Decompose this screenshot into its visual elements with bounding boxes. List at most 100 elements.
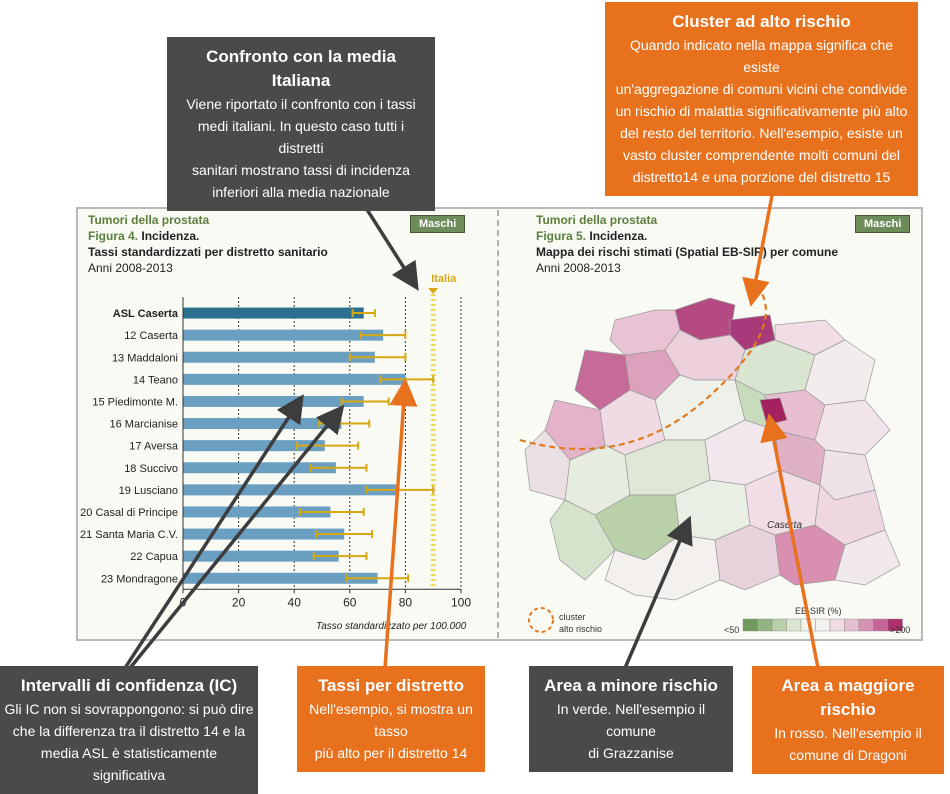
callout-line: sanitari mostrano tassi di incidenza	[192, 162, 410, 178]
bar	[183, 528, 345, 540]
left-sex-tag: Maschi	[410, 215, 466, 233]
right-years: Anni 2008-2013	[536, 261, 621, 275]
callout-line: che la differenza tra il distretto 14 e …	[12, 723, 246, 739]
map-region	[834, 529, 901, 586]
left-years: Anni 2008-2013	[88, 261, 173, 275]
left-figure-header: Tumori della prostata Figura 4. Incidenz…	[88, 212, 328, 276]
right-figure-label: Figura 5.	[536, 229, 587, 243]
chart-ci	[295, 309, 435, 583]
callout-line: Quando indicato nella mappa significa ch…	[629, 37, 894, 75]
legend-scale-title: EB-SIR (%)	[795, 606, 842, 616]
x-tick-label: 100	[451, 595, 471, 609]
bar-chart: Italia ASL Caserta 12 Caserta 13 Maddaloni…	[80, 273, 471, 609]
callout-intervalli: Intervalli di confidenza (IC) Gli IC non…	[0, 666, 258, 794]
category-label: 13 Maddaloni	[112, 352, 178, 364]
cluster-legend-icon	[528, 607, 554, 633]
callout-tassi: Tassi per distretto Nell'esempio, si mos…	[297, 666, 485, 772]
bar	[183, 462, 336, 474]
callout-line: di Grazzanise	[588, 745, 674, 761]
arrow-tassi	[383, 378, 418, 669]
left-topic: Tumori della prostata	[88, 213, 210, 227]
reference-marker	[428, 288, 439, 294]
bar	[183, 373, 406, 385]
callout-line: un'aggregazione di comuni vicini che con…	[615, 81, 908, 97]
chart-bars	[183, 307, 406, 584]
category-label: 22 Capua	[130, 551, 179, 563]
bar	[183, 484, 398, 496]
callout-media-italiana: Confronto con la media Italiana Viene ri…	[167, 37, 435, 211]
callout-tassi-title: Tassi per distretto	[317, 676, 465, 695]
right-figure-kind: Incidenza.	[589, 229, 648, 243]
bar	[183, 395, 364, 407]
arrow-ic-2	[128, 404, 345, 670]
map-region	[524, 429, 571, 501]
category-label: 16 Marcianise	[110, 419, 178, 431]
left-figure-kind: Incidenza.	[141, 229, 200, 243]
callout-line: più alto per il distretto 14	[314, 745, 468, 761]
bar	[183, 329, 384, 341]
arrow-minore	[623, 515, 693, 669]
x-tick-label: 40	[288, 595, 302, 609]
panel-divider	[497, 210, 499, 638]
category-label: 21 Santa Maria C.V.	[80, 529, 178, 541]
risk-map: Caserta	[519, 289, 901, 601]
x-axis-label: Tasso standardizzato per 100.000	[316, 621, 467, 632]
category-label: 23 Mondragone	[101, 573, 178, 585]
callout-line: vasto cluster comprendente molti comuni …	[622, 147, 901, 163]
callout-minore: Area a minore rischio In verde. Nell'ese…	[529, 666, 733, 772]
callout-line: medi italiani. In questo caso tutti i di…	[197, 118, 405, 156]
category-label: 20 Casal di Principe	[80, 507, 178, 519]
color-scale	[742, 618, 903, 632]
right-topic: Tumori della prostata	[536, 213, 658, 227]
map-legend	[528, 607, 903, 633]
bar	[183, 440, 325, 452]
callout-line: del resto del territorio. Nell'esempio, …	[620, 125, 903, 141]
city-label: Caserta	[767, 520, 802, 531]
chart-labels: ASL Caserta 12 Caserta 13 Maddaloni 14 Tean…	[80, 308, 179, 585]
chart-grid: Italia	[238, 273, 462, 590]
left-figure-label: Figura 4.	[88, 229, 139, 243]
category-label: 12 Caserta	[124, 330, 179, 342]
legend-cluster-2: alto rischio	[559, 624, 603, 634]
right-sex-tag: Maschi	[855, 215, 911, 233]
arrow-ic-1	[123, 394, 304, 669]
bar	[183, 351, 375, 363]
callout-line: inferiori alla media nazionale	[212, 184, 390, 200]
bar	[183, 418, 342, 430]
bar	[183, 572, 378, 584]
callout-line: media ASL è statisticamente significativ…	[40, 745, 218, 783]
right-figure-header: Tumori della prostata Figura 5. Incidenz…	[536, 212, 838, 276]
x-tick-label: 60	[343, 595, 357, 609]
arrow-maggiore	[760, 413, 820, 669]
category-label: 14 Teano	[133, 374, 178, 386]
arrow-cluster	[742, 179, 777, 307]
callout-line: distretto14 e una porzione del distretto…	[632, 169, 891, 185]
legend-cluster-1: cluster	[559, 612, 586, 622]
callout-line: comune di Dragoni	[789, 747, 907, 763]
callout-cluster-title: Cluster ad alto rischio	[672, 12, 851, 31]
category-label: 17 Aversa	[129, 441, 179, 453]
category-label: 19 Lusciano	[119, 485, 178, 497]
x-tick-label: 20	[232, 595, 246, 609]
callout-line: In rosso. Nell'esempio il	[774, 725, 922, 741]
callout-maggiore-title: Area a maggiore rischio	[781, 676, 915, 719]
callout-line: Gli IC non si sovrappongono: si può dire	[4, 701, 254, 717]
category-label: 15 Piedimonte M.	[92, 396, 178, 408]
callout-cluster: Cluster ad alto rischio Quando indicato …	[605, 2, 918, 196]
x-tick-label: 80	[399, 595, 413, 609]
category-label: 18 Succivo	[124, 463, 178, 475]
cluster-boundary	[519, 289, 768, 450]
callout-arrows	[123, 174, 820, 670]
bar	[183, 307, 364, 319]
legend-low: <50	[724, 625, 740, 635]
callout-maggiore: Area a maggiore rischio In rosso. Nell'e…	[752, 666, 944, 774]
bar	[183, 550, 339, 562]
callout-line: Nell'esempio, si mostra un tasso	[309, 701, 473, 739]
scale-swatch	[887, 618, 903, 632]
legend-high: >200	[890, 625, 911, 635]
callout-line: un rischio di malattia significativament…	[615, 103, 908, 119]
callout-line: In verde. Nell'esempio il comune	[556, 701, 706, 739]
left-subtitle: Tassi standardizzati per distretto sanit…	[88, 245, 328, 259]
category-label: ASL Caserta	[113, 308, 179, 320]
callout-minore-title: Area a minore rischio	[544, 676, 718, 695]
